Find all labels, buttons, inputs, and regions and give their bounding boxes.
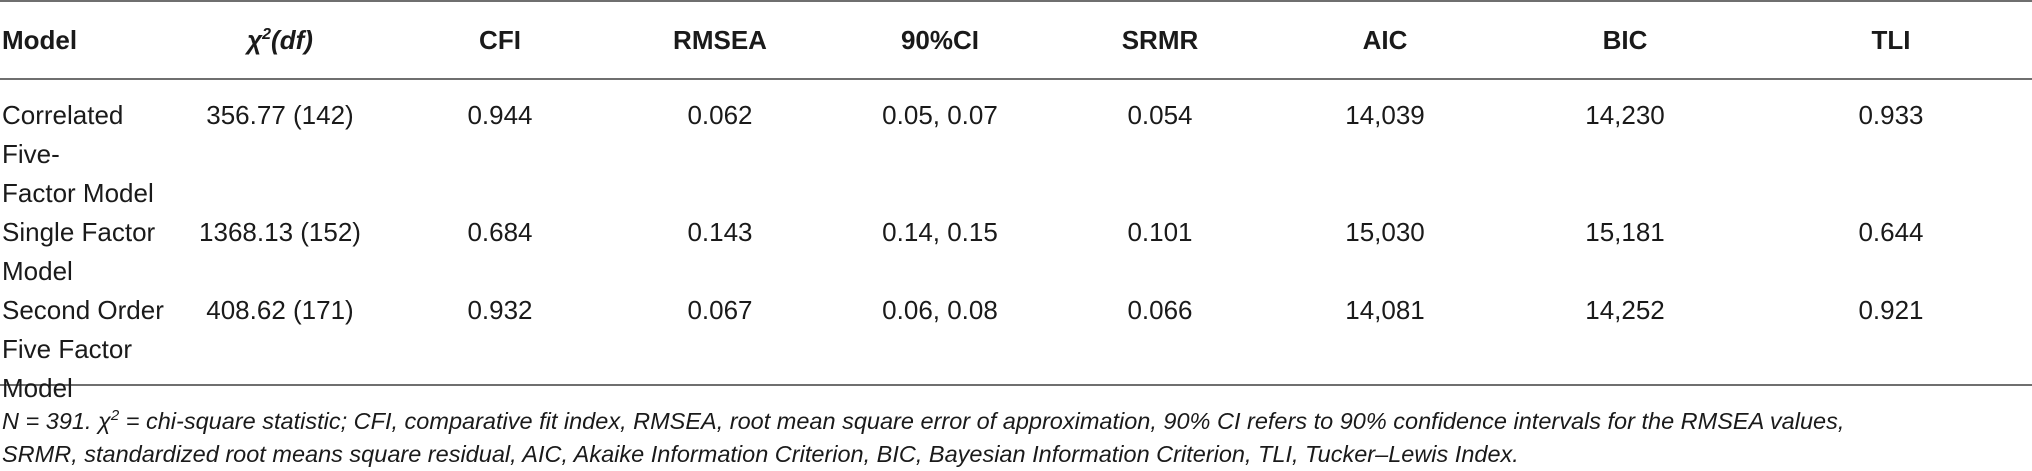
cell-ci: 0.05, 0.07	[882, 100, 998, 130]
footnote-sup: 2	[110, 407, 120, 424]
table-row: Single Factor Model 1368.13 (152) 0.684 0…	[0, 213, 2032, 291]
header-rmsea: RMSEA	[673, 24, 767, 55]
cell-srmr: 0.054	[1127, 100, 1193, 130]
header-chi-sup: 2	[262, 25, 272, 43]
cell-chi2df: 1368.13 (152)	[199, 217, 361, 247]
cell-chi2df: 356.77 (142)	[206, 100, 354, 130]
table-header-rule	[0, 78, 2032, 80]
cell-tli: 0.933	[1858, 100, 1924, 130]
fit-indices-table: Model χ2(df) CFI RMSEA 90%CI SRMR AIC BI…	[0, 0, 2032, 408]
cell-model: Correlated Five- Factor Model	[0, 80, 170, 213]
model-line: Second Order	[2, 295, 164, 325]
footnote-part1: N = 391. χ	[2, 408, 111, 434]
cell-ci: 0.14, 0.15	[882, 217, 998, 247]
model-line: Single Factor	[2, 217, 156, 247]
cell-aic: 15,030	[1345, 217, 1425, 247]
model-line: Factor Model	[2, 178, 154, 208]
cell-bic: 14,230	[1585, 100, 1665, 130]
cell-cfi: 0.944	[467, 100, 533, 130]
header-bic: BIC	[1602, 24, 1648, 55]
header-chi-df: (df)	[271, 24, 313, 55]
cell-rmsea: 0.067	[687, 295, 753, 325]
footnote-line2: SRMR, standardized root means square res…	[2, 441, 1519, 467]
model-line: Correlated Five-	[2, 100, 124, 169]
header-aic: AIC	[1362, 24, 1408, 55]
cell-bic: 14,252	[1585, 295, 1665, 325]
header-srmr: SRMR	[1121, 24, 1199, 55]
model-line: Five Factor	[2, 334, 133, 364]
table-header-row: Model χ2(df) CFI RMSEA 90%CI SRMR AIC BI…	[0, 0, 2032, 80]
cell-model: Second Order Five Factor Model	[0, 291, 170, 408]
cell-srmr: 0.066	[1127, 295, 1193, 325]
cell-model: Single Factor Model	[0, 213, 170, 291]
model-line: Model	[2, 256, 73, 286]
header-ci: 90%CI	[900, 24, 980, 55]
cell-aic: 14,039	[1345, 100, 1425, 130]
cell-aic: 14,081	[1345, 295, 1425, 325]
cell-rmsea: 0.143	[687, 217, 753, 247]
model-line: Model	[2, 373, 73, 403]
cell-chi2df: 408.62 (171)	[206, 295, 354, 325]
cell-bic: 15,181	[1585, 217, 1665, 247]
header-chi2df: χ2(df)	[170, 0, 390, 80]
table-footnote: N = 391. χ2 = chi-square statistic; CFI,…	[2, 399, 2022, 471]
cell-cfi: 0.932	[467, 295, 533, 325]
cell-rmsea: 0.062	[687, 100, 753, 130]
table-bottom-rule	[0, 384, 2032, 386]
cell-srmr: 0.101	[1127, 217, 1193, 247]
cell-tli: 0.644	[1858, 217, 1924, 247]
table-row: Correlated Five- Factor Model 356.77 (142…	[0, 80, 2032, 213]
table-top-rule	[0, 0, 2032, 2]
header-cfi: CFI	[479, 24, 521, 55]
footnote-part2: = chi-square statistic; CFI, comparative…	[119, 408, 1845, 434]
header-model: Model	[2, 24, 78, 55]
cell-tli: 0.921	[1858, 295, 1924, 325]
header-chi-symbol: χ	[247, 24, 263, 55]
cell-ci: 0.06, 0.08	[882, 295, 998, 325]
table-row: Second Order Five Factor Model 408.62 (171…	[0, 291, 2032, 408]
cell-cfi: 0.684	[467, 217, 533, 247]
header-tli: TLI	[1871, 24, 1911, 55]
